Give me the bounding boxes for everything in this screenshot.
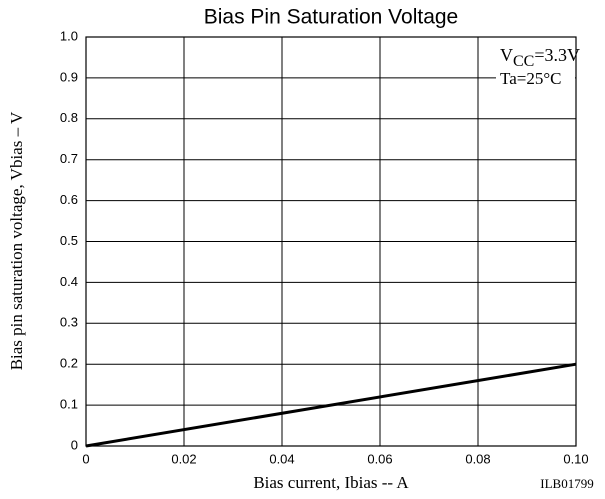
data-line: [85, 362, 577, 448]
y-tick-label: 0.1: [60, 397, 78, 412]
x-tick-label: 0.08: [465, 451, 490, 466]
figure-id: ILB01799: [540, 476, 593, 491]
y-tick-label: 1.0: [60, 28, 78, 43]
y-tick-label: 0.7: [60, 151, 78, 166]
annotation-ta: Ta=25°C: [500, 69, 561, 88]
y-tick-label: 0.8: [60, 110, 78, 125]
annotation-part: V: [500, 45, 513, 65]
x-tick-label: 0.04: [269, 451, 294, 466]
y-tick-label: 0.2: [60, 356, 78, 371]
annotation-part: =3.3V: [534, 45, 580, 65]
y-tick-label: 0.9: [60, 69, 78, 84]
plot-frame: [85, 36, 577, 447]
x-tick-label: 0.02: [171, 451, 196, 466]
y-axis-label: Bias pin saturation voltage, Vbias – V: [7, 111, 26, 370]
chart-title: Bias Pin Saturation Voltage: [204, 6, 459, 29]
annotation-part: CC: [513, 53, 534, 70]
y-tick-label: 0.4: [60, 274, 78, 289]
grid: [85, 36, 577, 447]
x-tick-label: 0.10: [563, 451, 588, 466]
annotation-vcc: VCC=3.3V: [500, 45, 580, 70]
y-tick-label: 0.3: [60, 315, 78, 330]
y-tick-label: 0: [71, 437, 78, 452]
x-tick-label: 0: [82, 451, 89, 466]
y-tick-label: 0.5: [60, 233, 78, 248]
y-tick-label: 0.6: [60, 192, 78, 207]
annotation-box: [496, 40, 575, 94]
x-tick-label: 0.06: [367, 451, 392, 466]
x-axis-label: Bias current, Ibias -- A: [253, 473, 409, 492]
